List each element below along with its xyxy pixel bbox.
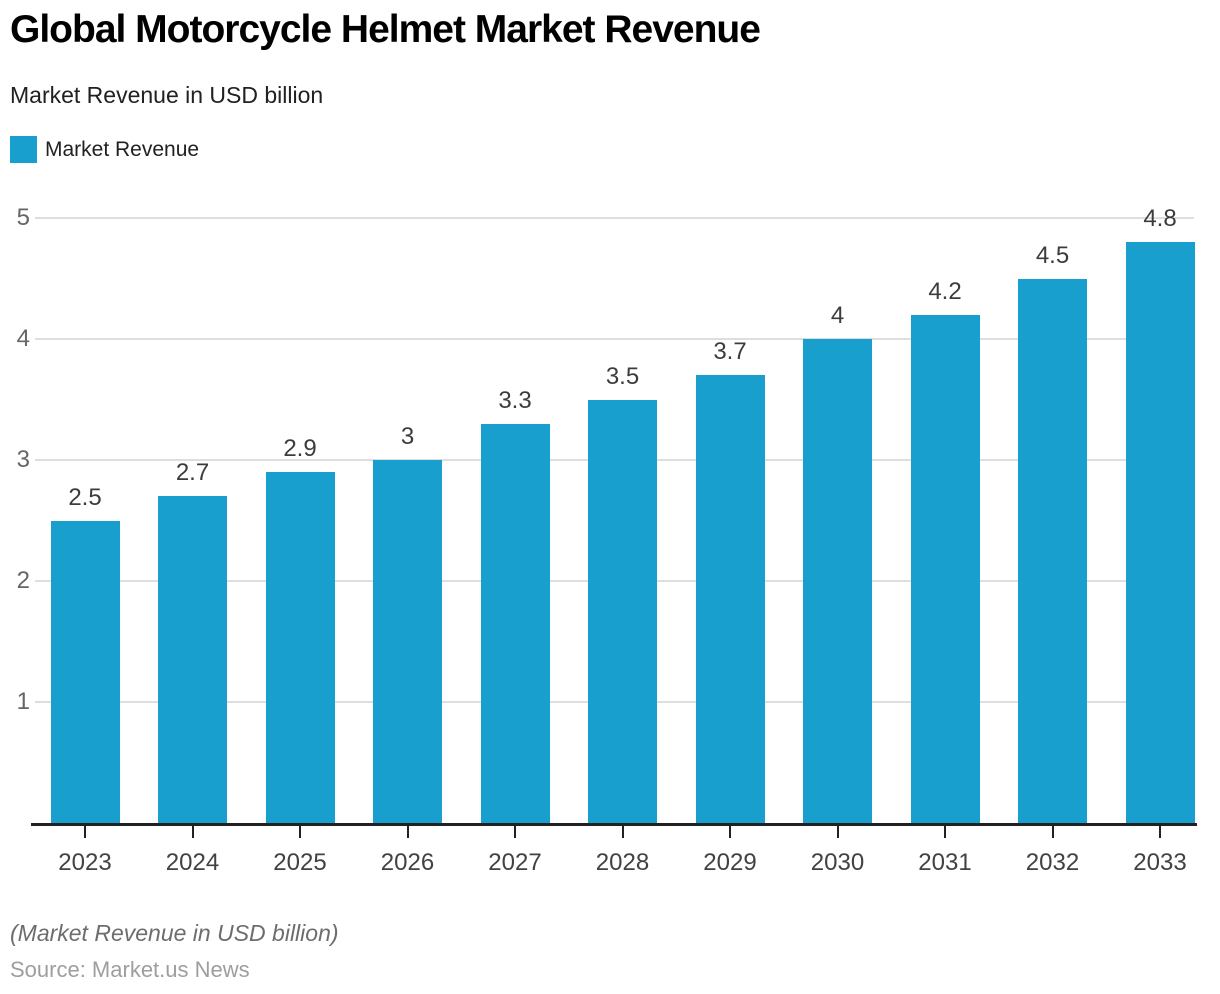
legend: Market Revenue bbox=[10, 136, 199, 163]
value-label-2030: 4 bbox=[830, 302, 845, 329]
bar-2029[interactable] bbox=[695, 375, 765, 823]
x-axis-tick bbox=[944, 826, 946, 838]
y-axis-tick-label: 1 bbox=[16, 688, 30, 715]
x-axis-line bbox=[31, 823, 1197, 826]
bar-2024[interactable] bbox=[158, 496, 227, 823]
x-axis-tick bbox=[1159, 826, 1161, 838]
x-axis-label-2031: 2031 bbox=[918, 849, 972, 876]
value-label-2027: 3.3 bbox=[498, 386, 532, 414]
bar-2030[interactable] bbox=[803, 339, 872, 823]
value-label-2025: 2.9 bbox=[283, 435, 317, 463]
x-axis-tick bbox=[191, 826, 194, 838]
value-label-2031: 4.2 bbox=[928, 277, 962, 305]
x-axis-label-2032: 2032 bbox=[1025, 849, 1080, 876]
bar-2027[interactable] bbox=[480, 423, 550, 823]
bar-2031[interactable] bbox=[910, 314, 980, 823]
x-axis-tick bbox=[299, 826, 301, 838]
value-label-2024: 2.7 bbox=[175, 459, 210, 487]
y-axis-tick-label: 5 bbox=[16, 204, 30, 231]
x-axis-tick bbox=[836, 826, 839, 838]
x-axis-label-2024: 2024 bbox=[165, 849, 220, 876]
x-axis-label-2029: 2029 bbox=[703, 849, 757, 876]
value-label-2028: 3.5 bbox=[605, 362, 640, 390]
x-axis-tick bbox=[84, 826, 86, 838]
x-axis-tick bbox=[621, 826, 624, 838]
x-axis-label-2023: 2023 bbox=[58, 849, 112, 876]
x-axis-label-2033: 2033 bbox=[1133, 849, 1187, 876]
value-label-2023: 2.5 bbox=[68, 483, 102, 511]
value-label-2032: 4.5 bbox=[1035, 241, 1070, 269]
x-axis-label-2025: 2025 bbox=[273, 849, 327, 876]
x-axis-label-2028: 2028 bbox=[595, 849, 650, 876]
value-label-2026: 3 bbox=[400, 423, 415, 450]
axis-unit-note: (Market Revenue in USD billion) bbox=[10, 920, 339, 946]
x-axis-tick bbox=[514, 826, 516, 838]
chart-subtitle: Market Revenue in USD billion bbox=[10, 82, 324, 108]
x-axis-tick bbox=[406, 826, 409, 838]
legend-label[interactable]: Market Revenue bbox=[45, 137, 200, 161]
bar-2033[interactable] bbox=[1125, 242, 1195, 823]
x-axis-tick bbox=[729, 826, 731, 838]
bar-2028[interactable] bbox=[588, 399, 657, 823]
x-axis-tick bbox=[1051, 826, 1054, 838]
bar-2025[interactable] bbox=[265, 472, 335, 823]
y-axis-tick-label: 2 bbox=[16, 567, 30, 594]
bar-2032[interactable] bbox=[1018, 278, 1087, 823]
bar-2026[interactable] bbox=[373, 460, 442, 823]
chart-title: Global Motorcycle Helmet Market Revenue bbox=[10, 8, 761, 51]
gridline-y-5 bbox=[35, 217, 1194, 219]
legend-swatch-icon[interactable] bbox=[10, 136, 37, 163]
x-axis-label-2030: 2030 bbox=[810, 849, 865, 876]
value-label-2033: 4.8 bbox=[1143, 205, 1177, 233]
value-label-2029: 3.7 bbox=[713, 338, 747, 366]
bar-2023[interactable] bbox=[50, 520, 120, 823]
x-axis-label-2027: 2027 bbox=[488, 849, 542, 876]
x-axis-label-2026: 2026 bbox=[380, 849, 435, 876]
y-axis-tick-label: 3 bbox=[16, 446, 30, 473]
y-axis-tick-label: 4 bbox=[16, 325, 30, 352]
source-credit: Source: Market.us News bbox=[10, 957, 250, 982]
gridline-y-4 bbox=[35, 338, 1194, 340]
